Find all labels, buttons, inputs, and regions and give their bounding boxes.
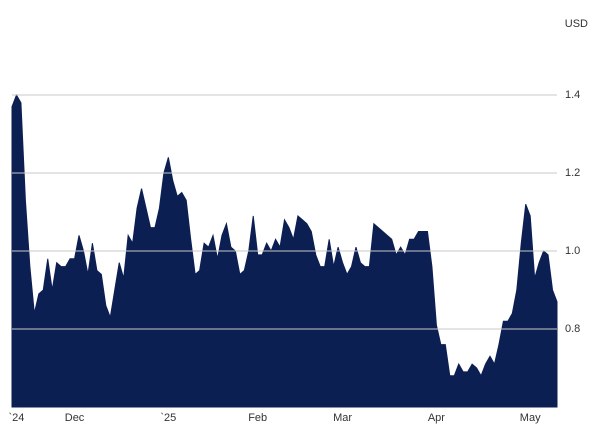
x-tick-label: Mar: [333, 412, 352, 424]
y-axis-label: USD: [565, 18, 588, 30]
y-tick-label: 1.2: [565, 167, 580, 179]
x-tick-label: May: [520, 412, 541, 424]
x-tick-label: Dec: [65, 412, 85, 424]
x-tick-label: Apr: [428, 412, 445, 424]
y-tick-label: 1.4: [565, 89, 580, 101]
y-tick-label: 1.0: [565, 245, 580, 257]
x-tick-label: Feb: [248, 412, 267, 424]
x-tick-label: `24: [9, 412, 25, 424]
x-tick-label: `25: [160, 412, 176, 424]
y-tick-label: 0.8: [565, 323, 580, 335]
